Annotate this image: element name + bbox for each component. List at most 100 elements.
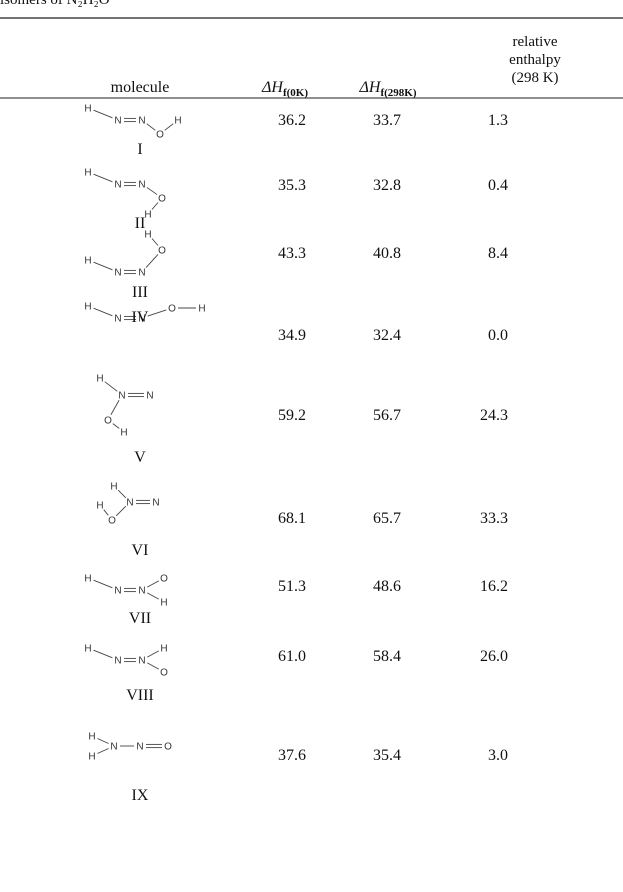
atom: H: [120, 428, 127, 439]
dh298-value: 65.7: [373, 510, 401, 527]
dh298-value: 32.4: [373, 327, 401, 344]
bond: [145, 254, 159, 268]
atom: H: [84, 302, 91, 313]
bond: [115, 505, 127, 517]
atom: N: [138, 656, 145, 667]
relative-value: 3.0: [488, 747, 508, 764]
bond: [117, 489, 127, 499]
structure: H N N H O: [84, 644, 168, 679]
dh0-value: 36.2: [278, 112, 306, 129]
atom: H: [160, 598, 167, 609]
atom: H: [198, 304, 205, 315]
relative-value: 24.3: [480, 407, 508, 424]
atom: H: [96, 374, 103, 385]
atom: H: [96, 501, 103, 512]
atom: N: [118, 391, 125, 402]
dh298-value: 32.8: [373, 177, 401, 194]
atom: O: [160, 574, 168, 585]
header-sub: f(0K): [283, 87, 308, 99]
atom: N: [146, 391, 153, 402]
bond: [97, 738, 109, 744]
bond: [151, 238, 159, 246]
bond: [147, 650, 159, 658]
header-molecule: molecule: [111, 79, 170, 96]
relative-value: 0.0: [488, 327, 508, 344]
dh298-value: 56.7: [373, 407, 401, 424]
dh298-value: 58.4: [373, 648, 401, 665]
atom: H: [174, 116, 181, 127]
atom: O: [158, 246, 166, 257]
atom: O: [164, 742, 172, 753]
atom: N: [136, 742, 143, 753]
header-sub: f(298K): [380, 87, 416, 99]
caption: isomers of N₂H₂O: [0, 0, 110, 8]
dh0-value: 35.3: [278, 177, 306, 194]
header-dh0: ΔHf(0K): [261, 79, 308, 99]
atom: N: [114, 180, 121, 191]
relative-value: 16.2: [480, 578, 508, 595]
atom: N: [114, 314, 121, 325]
atom: N: [138, 314, 145, 325]
bond: [147, 309, 167, 317]
bond: [93, 579, 113, 589]
dh298-value: 48.6: [373, 578, 401, 595]
atom: N: [138, 586, 145, 597]
atom: N: [114, 656, 121, 667]
atom: N: [114, 116, 121, 127]
atom: H: [144, 210, 151, 221]
atom: H: [84, 256, 91, 267]
atom: H: [84, 644, 91, 655]
bond: [147, 592, 159, 600]
dh298-value: 40.8: [373, 245, 401, 262]
bond: [93, 261, 113, 271]
bond: [146, 123, 156, 131]
header-main: ΔH: [359, 79, 382, 96]
header-relative: enthalpy: [509, 52, 561, 68]
dh0-value: 43.3: [278, 245, 306, 262]
bond: [93, 173, 113, 183]
molecule-label: V: [134, 449, 146, 466]
atom: H: [84, 168, 91, 179]
dh0-value: 68.1: [278, 510, 306, 527]
molecule-label: IX: [132, 787, 149, 804]
header-main: ΔH: [261, 79, 284, 96]
dh0-value: 51.3: [278, 578, 306, 595]
bond: [146, 187, 158, 195]
atom: N: [138, 116, 145, 127]
bond: [97, 748, 109, 754]
bond: [93, 109, 113, 119]
molecule-label: III: [132, 284, 148, 301]
relative-value: 1.3: [488, 112, 508, 129]
atom: N: [114, 586, 121, 597]
dh0-value: 34.9: [278, 327, 306, 344]
atom: H: [144, 230, 151, 241]
atom: H: [110, 482, 117, 493]
bond: [104, 381, 118, 392]
dh298-value: 33.7: [373, 112, 401, 129]
molecule-label: IV: [132, 309, 149, 326]
bond: [93, 649, 113, 659]
molecule-label: VIII: [126, 687, 154, 704]
atom: N: [138, 180, 145, 191]
molecule-label: VI: [132, 542, 149, 559]
atom: N: [138, 268, 145, 279]
structure: H N N O H: [84, 302, 205, 325]
header-relative: relative: [513, 34, 558, 50]
molecule-label: I: [137, 141, 142, 158]
atom: O: [104, 416, 112, 427]
atom: O: [168, 304, 176, 315]
atom: H: [160, 644, 167, 655]
atom: N: [152, 498, 159, 509]
atom: N: [114, 268, 121, 279]
relative-value: 33.3: [480, 510, 508, 527]
bond: [164, 123, 174, 131]
molecule-label: VII: [129, 610, 151, 627]
bond: [112, 423, 120, 429]
bond: [103, 509, 109, 516]
